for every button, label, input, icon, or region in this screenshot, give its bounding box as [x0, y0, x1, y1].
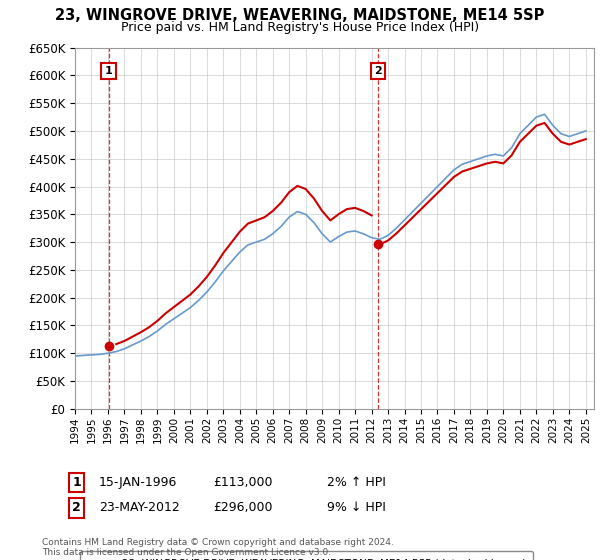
Text: 23, WINGROVE DRIVE, WEAVERING, MAIDSTONE, ME14 5SP: 23, WINGROVE DRIVE, WEAVERING, MAIDSTONE…	[55, 8, 545, 24]
Text: £113,000: £113,000	[213, 476, 272, 489]
Text: Contains HM Land Registry data © Crown copyright and database right 2024.
This d: Contains HM Land Registry data © Crown c…	[42, 538, 394, 557]
Text: Price paid vs. HM Land Registry's House Price Index (HPI): Price paid vs. HM Land Registry's House …	[121, 21, 479, 34]
Text: £296,000: £296,000	[213, 501, 272, 515]
Text: 1: 1	[73, 476, 81, 489]
Legend: 23, WINGROVE DRIVE, WEAVERING, MAIDSTONE, ME14 5SP (detached house), HPI: Averag: 23, WINGROVE DRIVE, WEAVERING, MAIDSTONE…	[80, 551, 533, 560]
Text: 2: 2	[374, 66, 382, 76]
Text: 23-MAY-2012: 23-MAY-2012	[99, 501, 180, 515]
Text: 2: 2	[73, 501, 81, 515]
Text: 1: 1	[105, 66, 112, 76]
Text: 9% ↓ HPI: 9% ↓ HPI	[327, 501, 386, 515]
Text: 2% ↑ HPI: 2% ↑ HPI	[327, 476, 386, 489]
Text: 15-JAN-1996: 15-JAN-1996	[99, 476, 178, 489]
